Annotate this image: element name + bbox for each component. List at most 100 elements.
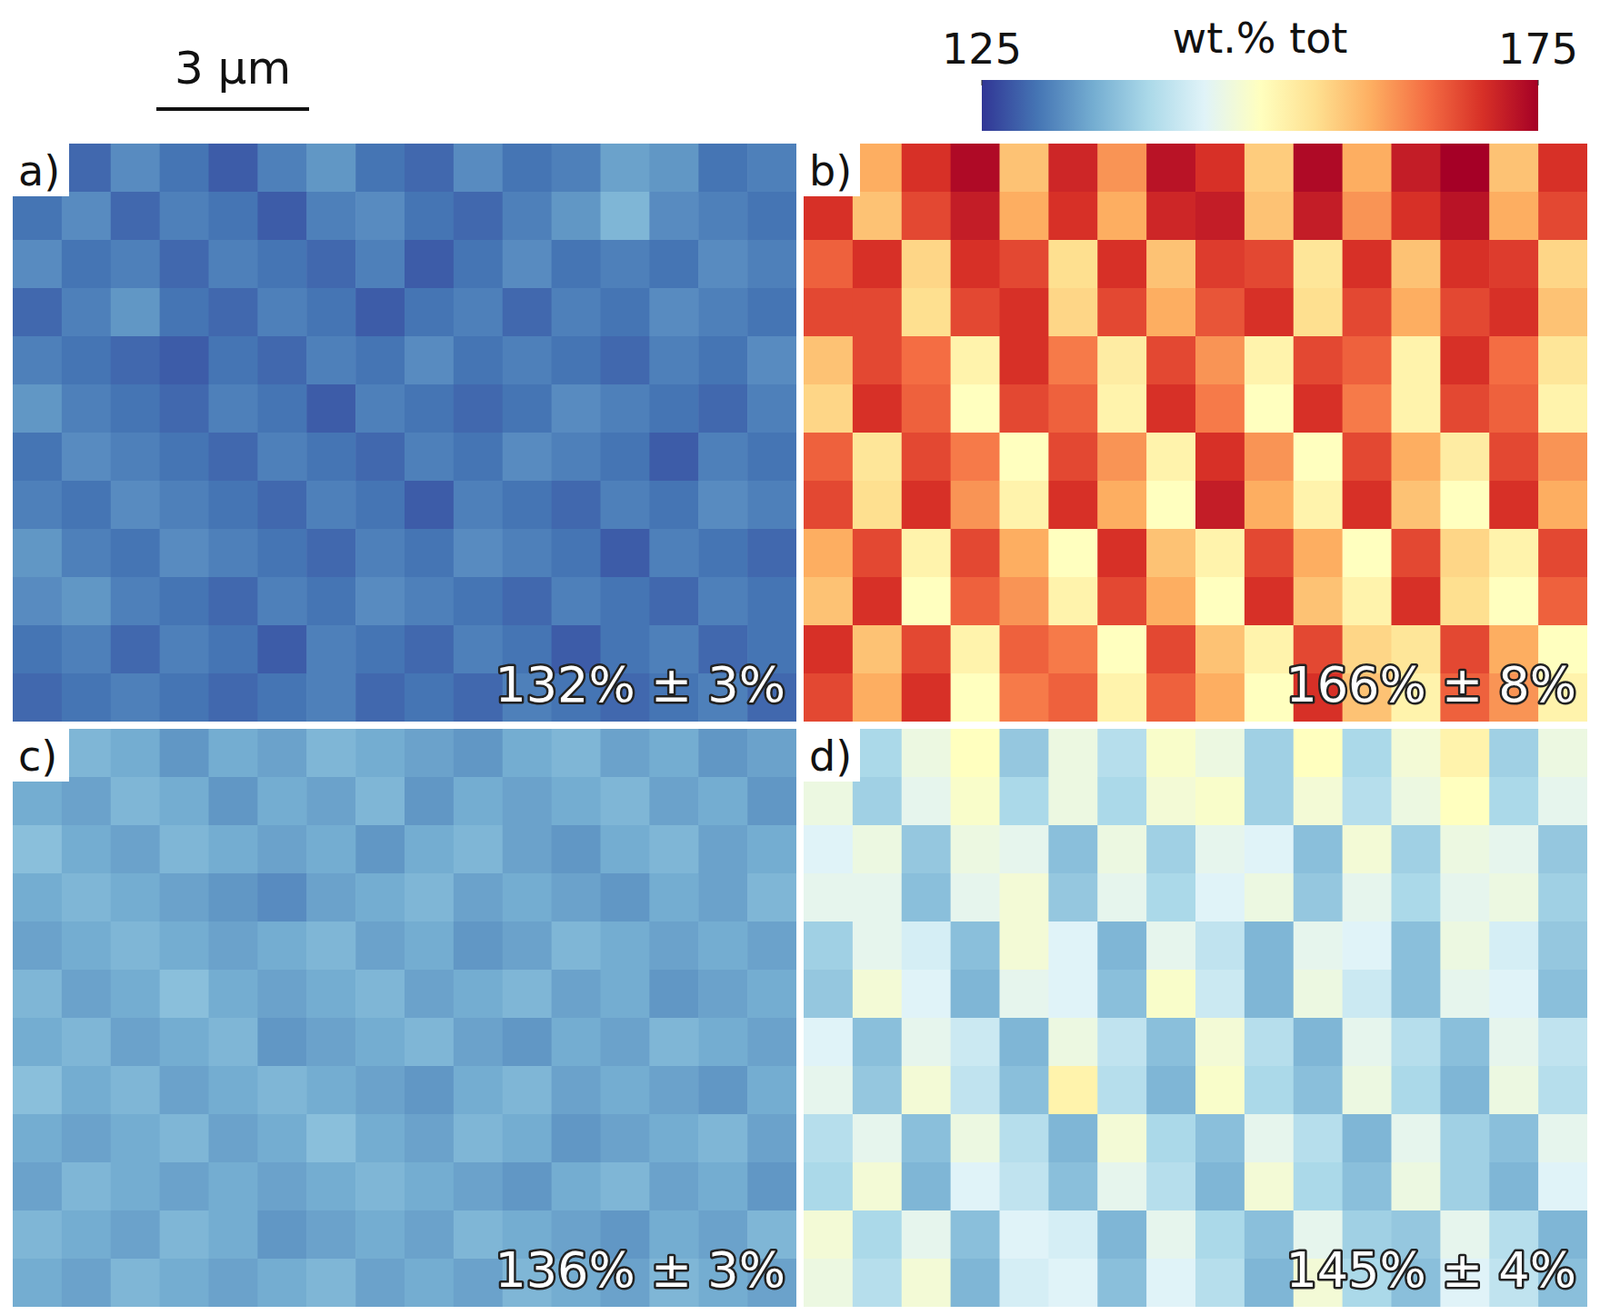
heatmap-cell [404,1114,454,1164]
heatmap-cell [12,480,62,530]
heatmap-cell [1538,825,1588,875]
heatmap-cell [600,777,650,827]
heatmap-cell [803,970,853,1020]
heatmap-cell [600,825,650,875]
heatmap-cell [1244,777,1294,827]
heatmap-cell [1391,1066,1441,1116]
heatmap-cell [1244,970,1294,1020]
panel-label: c) [18,731,58,781]
heatmap-cell [502,336,552,386]
heatmap-cell [209,432,259,482]
heatmap-cell [1440,1018,1490,1068]
heatmap-cell [1048,480,1098,530]
heatmap-cell [209,1066,259,1116]
heatmap-cell [649,1114,699,1164]
heatmap-cell [1489,1018,1539,1068]
heatmap-cell [600,970,650,1020]
heatmap-cell [1097,191,1147,241]
heatmap-cell [1244,240,1294,290]
heatmap-cell [1489,577,1539,627]
heatmap-cell [1293,288,1343,338]
heatmap-cell [61,336,111,386]
heatmap-cell [698,1018,748,1068]
heatmap-cell [551,432,601,482]
heatmap-cell [950,1114,1000,1164]
heatmap-cell [1293,1066,1343,1116]
heatmap-cell [110,1210,160,1260]
heatmap-cell [453,777,503,827]
heatmap-cell [1244,1114,1294,1164]
heatmap-cell [160,1162,210,1212]
heatmap-cell [698,970,748,1020]
heatmap-cell [110,825,160,875]
heatmap-cell [649,1162,699,1212]
heatmap-cell [1048,729,1098,779]
panel-annotation: 166% ± 8% [1285,656,1577,714]
heatmap-cell [901,288,951,338]
heatmap-cell [1244,921,1294,971]
heatmap-cell [404,625,454,675]
heatmap-cell [1489,1162,1539,1212]
heatmap-cell [61,529,111,579]
heatmap-cell [1244,729,1294,779]
heatmap-cell [1195,240,1245,290]
heatmap-cell [61,1259,111,1308]
heatmap-cell [600,143,650,193]
heatmap-cell [160,143,210,193]
heatmap-cell [355,1210,405,1260]
heatmap-cell [209,1162,259,1212]
heatmap-cell [12,673,62,722]
heatmap-cell [803,825,853,875]
heatmap-cell [551,777,601,827]
heatmap-cell [600,240,650,290]
heatmap-cell [1244,191,1294,241]
heatmap-cell [698,1114,748,1164]
heatmap-cell [901,191,951,241]
heatmap-cell [1440,529,1490,579]
heatmap-cell [1048,529,1098,579]
heatmap-cell [209,825,259,875]
heatmap-cell [1440,240,1490,290]
heatmap-cell [1048,970,1098,1020]
heatmap-cell [12,432,62,482]
heatmap-cell [803,1162,853,1212]
heatmap-cell [1342,970,1392,1020]
heatmap-cell [950,873,1000,923]
heatmap-panel [803,143,1588,722]
heatmap-cell [1391,384,1441,434]
heatmap-cell [1391,921,1441,971]
heatmap-cell [110,921,160,971]
heatmap-cell [950,240,1000,290]
heatmap-cell [209,625,259,675]
heatmap-cell [355,1018,405,1068]
heatmap-cell [1146,1018,1196,1068]
heatmap-cell [1538,970,1588,1020]
heatmap-cell [1048,191,1098,241]
heatmap-cell [502,873,552,923]
heatmap-cell [306,336,356,386]
heatmap-cell [1342,1018,1392,1068]
heatmap-cell [61,921,111,971]
heatmap-cell [1146,480,1196,530]
heatmap-cell [950,288,1000,338]
heatmap-cell [160,336,210,386]
heatmap-cell [901,1210,951,1260]
heatmap-cell [803,673,853,722]
heatmap-cell [852,970,902,1020]
heatmap-cell [698,384,748,434]
heatmap-cell [747,143,797,193]
heatmap-cell [1440,970,1490,1020]
heatmap-cell [306,432,356,482]
heatmap-cell [110,625,160,675]
heatmap-cell [1538,1018,1588,1068]
heatmap-cell [1342,921,1392,971]
heatmap-cell [1000,777,1050,827]
heatmap-cell [306,1018,356,1068]
heatmap-cell [306,191,356,241]
heatmap-cell [1342,288,1392,338]
heatmap-cell [551,1018,601,1068]
heatmap-cell [698,1162,748,1212]
heatmap-cell [1489,191,1539,241]
heatmap-cell [852,777,902,827]
heatmap-cell [747,873,797,923]
